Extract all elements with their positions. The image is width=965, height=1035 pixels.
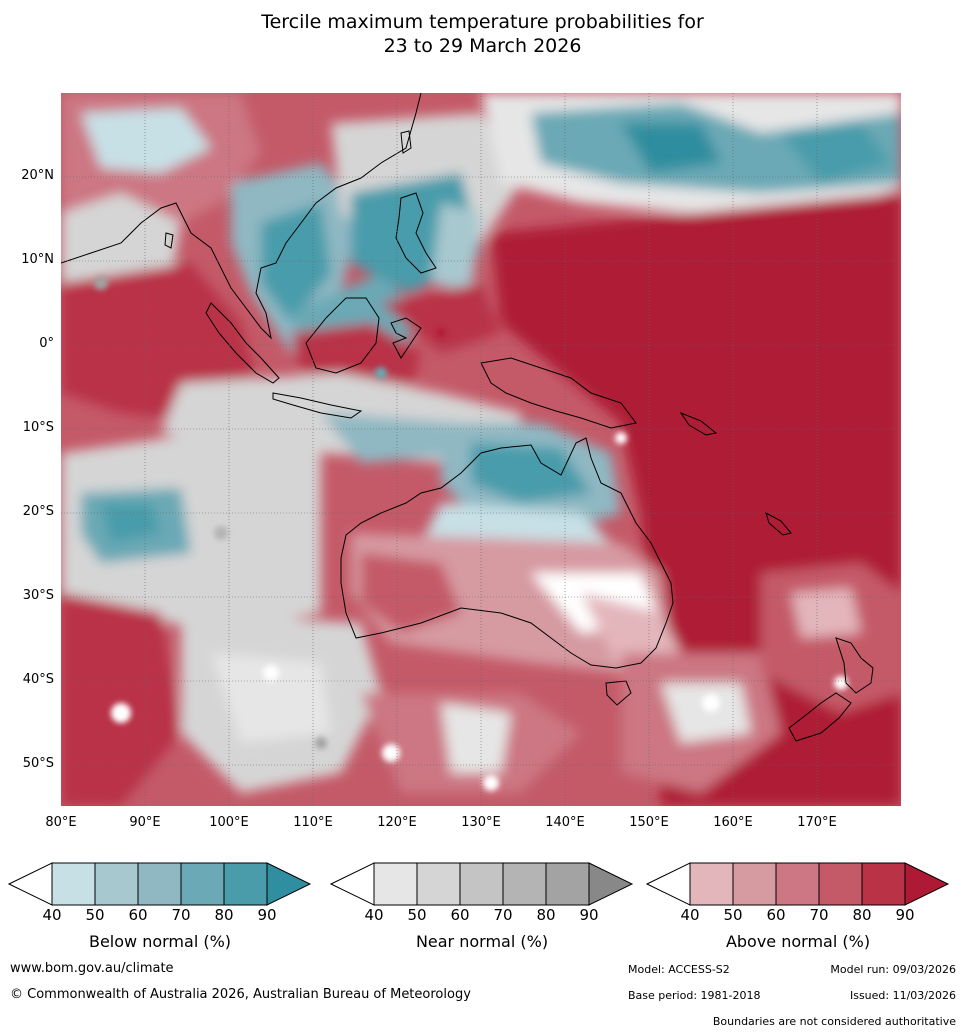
below-normal-colorbar: [8, 862, 312, 906]
issued-date: Issued: 11/03/2026: [849, 989, 956, 1002]
above-swatch-6: [904, 862, 950, 906]
above-tick: 90: [895, 906, 915, 924]
near-tick: 70: [493, 906, 513, 924]
below-tick: 70: [171, 906, 191, 924]
below-tick: 90: [257, 906, 277, 924]
map-svg: [61, 93, 901, 806]
lon-label-90e: 90°E: [129, 815, 161, 830]
above-swatch-2: [732, 862, 777, 906]
near-tick: 50: [407, 906, 427, 924]
above-tick: 80: [852, 906, 872, 924]
below-swatch-5: [223, 862, 268, 906]
base-period: Base period: 1981-2018: [628, 989, 761, 1002]
above-swatch-3: [775, 862, 820, 906]
lat-label-10s: 10°S: [22, 420, 54, 435]
lon-label-130e: 130°E: [461, 815, 501, 830]
above-swatch-5: [861, 862, 906, 906]
lon-label-100e: 100°E: [209, 815, 249, 830]
probability-field: [61, 93, 901, 806]
near-swatch-2: [416, 862, 461, 906]
lon-label-160e: 160°E: [713, 815, 753, 830]
lat-label-50s: 50°S: [22, 756, 54, 771]
above-normal-colorbar: [646, 862, 950, 906]
lon-label-140e: 140°E: [545, 815, 585, 830]
new-caledonia-coastline: [765, 511, 792, 536]
below-tick: 60: [128, 906, 148, 924]
below-normal-label: Below normal (%): [88, 932, 232, 951]
lat-label-40s: 40°S: [22, 672, 54, 687]
borneo-coastline: [305, 297, 380, 374]
above-tick: 60: [766, 906, 786, 924]
near-swatch-3: [459, 862, 504, 906]
boundary-disclaimer: Boundaries are not considered authoritat…: [712, 1015, 956, 1028]
near-tick: 40: [364, 906, 384, 924]
tasmania-coastline: [605, 680, 632, 706]
lon-label-170e: 170°E: [797, 815, 837, 830]
lon-label-80e: 80°E: [45, 815, 77, 830]
lat-label-0: 0°: [39, 336, 54, 351]
model-name: Model: ACCESS-S2: [628, 963, 730, 976]
below-tick: 80: [214, 906, 234, 924]
near-normal-colorbar: [330, 862, 634, 906]
new-guinea-coastline: [480, 357, 637, 429]
below-swatch-2: [94, 862, 139, 906]
above-normal-label: Above normal (%): [725, 932, 871, 951]
probability-speckle: [94, 276, 848, 791]
model-run-date: Model run: 09/03/2026: [830, 963, 956, 976]
below-swatch-4: [180, 862, 225, 906]
title-line-2: 23 to 29 March 2026: [383, 35, 582, 57]
below-tick: 50: [85, 906, 105, 924]
website-link[interactable]: www.bom.gov.au/climate: [10, 961, 174, 976]
lon-label-110e: 110°E: [293, 815, 333, 830]
near-swatch-1: [373, 862, 418, 906]
below-tick: 40: [42, 906, 62, 924]
lon-label-120e: 120°E: [377, 815, 417, 830]
near-swatch-6: [588, 862, 634, 906]
sulawesi-coastline: [390, 317, 422, 359]
below-swatch-6: [266, 862, 312, 906]
gridlines: [61, 93, 901, 806]
above-tick: 50: [723, 906, 743, 924]
lat-label-30s: 30°S: [22, 588, 54, 603]
lat-label-10n: 10°N: [21, 252, 54, 267]
above-tick: 40: [680, 906, 700, 924]
mainland-asia-coastline: [61, 93, 422, 340]
java-coastline: [272, 392, 363, 419]
coastlines: [61, 93, 874, 742]
near-swatch-5: [545, 862, 590, 906]
solomon-islands-coastline: [679, 411, 718, 436]
lat-label-20s: 20°S: [22, 504, 54, 519]
near-tick: 90: [579, 906, 599, 924]
map-title: Tercile maximum temperature probabilitie…: [0, 10, 965, 58]
near-tick: 60: [450, 906, 470, 924]
sri-lanka-coastline: [164, 232, 174, 249]
probability-map: [61, 93, 901, 806]
australia-coastline: [340, 437, 674, 669]
taiwan-coastline: [400, 130, 412, 154]
copyright-notice: © Commonwealth of Australia 2026, Austra…: [10, 987, 471, 1002]
below-swatch-3: [137, 862, 182, 906]
lat-label-20n: 20°N: [21, 168, 54, 183]
new-zealand-south-coastline: [788, 692, 852, 742]
near-normal-label: Near normal (%): [415, 932, 549, 951]
above-swatch-1: [689, 862, 734, 906]
above-tick: 70: [809, 906, 829, 924]
sumatra-coastline: [205, 302, 280, 384]
new-zealand-north-coastline: [835, 637, 874, 694]
below-swatch-1: [51, 862, 96, 906]
lon-label-150e: 150°E: [629, 815, 669, 830]
near-swatch-4: [502, 862, 547, 906]
title-line-1: Tercile maximum temperature probabilitie…: [261, 11, 704, 33]
above-swatch-4: [818, 862, 863, 906]
near-tick: 80: [536, 906, 556, 924]
